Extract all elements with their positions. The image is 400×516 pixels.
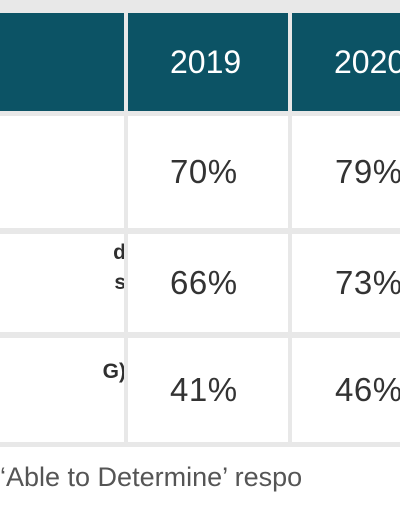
row-3-value-2020: 46% [335, 371, 400, 408]
row-3-value-2019: 41% [170, 371, 238, 408]
row-2-value-2019-cell: 66% [128, 234, 288, 332]
row-3-label-cell: G) [0, 338, 124, 442]
row-2-value-2020: 73% [335, 264, 400, 301]
header-year-2020-cell: 2020 [292, 13, 400, 111]
table-footnote: ‘Able to Determine’ respo [0, 462, 303, 492]
row-2-label-cell: d s [0, 234, 124, 332]
row-1-value-2019-cell: 70% [128, 116, 288, 228]
row-2-label-line-2: s [114, 271, 124, 294]
row-3-value-2020-cell: 46% [292, 338, 400, 442]
row-2-value-2019: 66% [170, 264, 238, 301]
header-label-cell [0, 13, 124, 111]
header-year-2020: 2020 [334, 43, 400, 80]
row-2-value-2020-cell: 73% [292, 234, 400, 332]
data-table: 2019 2020 70% 79% d s 66% [0, 0, 400, 447]
header-year-2019: 2019 [170, 43, 242, 80]
row-2-label-line-1: d [113, 241, 124, 264]
row-1-value-2019: 70% [170, 153, 238, 190]
row-1-value-2020: 79% [335, 153, 400, 190]
row-1-label-cell [0, 116, 124, 228]
row-3-value-2019-cell: 41% [128, 338, 288, 442]
row-1-value-2020-cell: 79% [292, 116, 400, 228]
row-3-label-line-1: G) [102, 360, 124, 383]
header-year-2019-cell: 2019 [128, 13, 288, 111]
